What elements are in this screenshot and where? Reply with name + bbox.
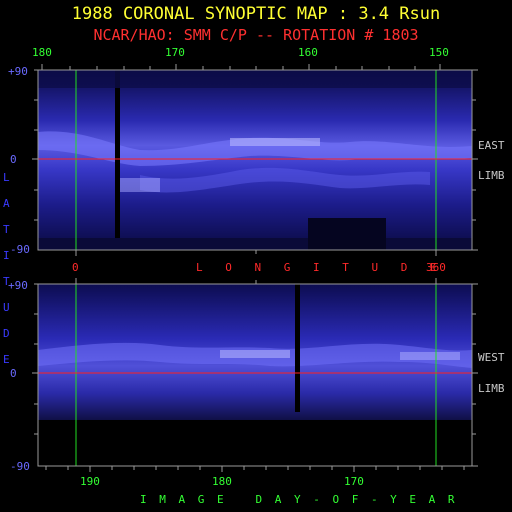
top-map	[38, 70, 472, 250]
east-label: EAST	[478, 139, 505, 152]
carrington-tick-170: 170	[165, 46, 185, 59]
top-data-gap	[115, 70, 120, 242]
bottom-bright-streak	[220, 350, 290, 358]
top-map-background	[38, 70, 472, 250]
bottom-data-gap	[295, 284, 300, 412]
bottom-bright-streak-right	[400, 352, 460, 360]
carrington-tick-160: 160	[298, 46, 318, 59]
top-bottom-dark	[38, 238, 472, 250]
bottom-lat-tick-0: 0	[10, 367, 17, 380]
latitude-letter-4: I	[3, 249, 10, 262]
day-tick-190: 190	[80, 475, 100, 488]
top-missing-block	[308, 218, 386, 250]
latitude-letter-3: T	[3, 223, 10, 236]
latitude-letter-8: E	[3, 353, 10, 366]
latitude-letter-2: A	[3, 197, 10, 210]
top-bright-patch	[120, 178, 160, 192]
map-title: 1988 CORONAL SYNOPTIC MAP : 3.4 Rsun	[71, 4, 441, 24]
carrington-tick-180: 180	[32, 46, 52, 59]
bottom-no-data-region	[38, 420, 472, 466]
longitude-axis-title: L O N G I T U D E	[196, 261, 445, 274]
longitude-tick-0: 0	[72, 261, 79, 274]
latitude-letter-6: U	[3, 301, 10, 314]
day-axis-title: I M A G E D A Y - O F - Y E A R	[140, 493, 458, 506]
day-tick-180: 180	[212, 475, 232, 488]
west-label: WEST	[478, 351, 505, 364]
top-lat-tick-minus90: -90	[10, 243, 30, 256]
latitude-letter-7: D	[3, 327, 10, 340]
map-subtitle: NCAR/HAO: SMM C/P -- ROTATION # 1803	[93, 26, 419, 44]
top-lat-tick-0: 0	[10, 153, 17, 166]
longitude-tick-360: 360	[426, 261, 446, 274]
latitude-letter-5: T	[3, 275, 10, 288]
top-axes	[32, 64, 478, 256]
top-lat-tick-plus90: +90	[8, 65, 28, 78]
top-upper-dark	[38, 70, 472, 88]
day-tick-170: 170	[344, 475, 364, 488]
bottom-lat-tick-plus90: +90	[8, 279, 28, 292]
top-lower-band	[140, 167, 430, 193]
bottom-map	[38, 284, 472, 466]
top-bright-streak	[230, 138, 320, 146]
top-streamer-belt	[38, 131, 472, 166]
bottom-axes	[32, 278, 478, 472]
carrington-tick-150: 150	[429, 46, 449, 59]
west-limb-label: LIMB	[478, 382, 505, 395]
bottom-lat-tick-minus90: -90	[10, 460, 30, 473]
east-limb-label: LIMB	[478, 169, 505, 182]
latitude-letter-1: L	[3, 171, 10, 184]
